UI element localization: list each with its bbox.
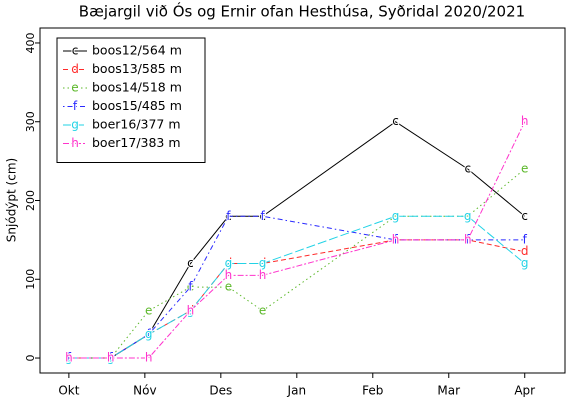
x-tick-label: Nóv <box>133 384 156 398</box>
point-marker: h <box>145 351 153 365</box>
legend-marker: d <box>71 62 79 76</box>
legend-label: boos14/518 m <box>92 80 182 95</box>
point-marker: c <box>187 256 194 270</box>
point-marker: d <box>392 232 400 246</box>
point-marker: e <box>521 161 528 175</box>
point-marker: c <box>259 209 266 223</box>
point-marker: h <box>225 268 233 282</box>
point-marker: g <box>392 209 400 223</box>
x-tick-label: Mar <box>437 384 460 398</box>
legend-label: boos13/585 m <box>92 61 182 76</box>
point-marker: h <box>107 351 115 365</box>
point-marker: g <box>259 256 267 270</box>
point-marker: c <box>392 114 399 128</box>
y-tick-label: 100 <box>24 269 37 290</box>
series-line <box>68 121 526 359</box>
y-tick-label: 0 <box>24 355 37 362</box>
point-marker: c <box>464 161 471 175</box>
point-marker: d <box>521 244 529 258</box>
point-marker: f <box>226 209 231 223</box>
legend-label: boos15/485 m <box>92 98 182 113</box>
point-marker: h <box>259 268 267 282</box>
legend-marker: f <box>73 99 78 113</box>
point-marker: e <box>145 303 152 317</box>
legend-marker: c <box>72 44 79 58</box>
legend-label: boer16/377 m <box>92 117 181 132</box>
series-line <box>68 168 526 359</box>
point-marker: e <box>392 209 399 223</box>
point-marker: c <box>521 209 528 223</box>
point-marker: f <box>188 280 193 294</box>
chart-title: Bæjargil við Ós og Ernir ofan Hesthúsa, … <box>79 2 525 21</box>
point-marker: g <box>521 256 529 270</box>
series-line <box>68 215 526 359</box>
point-marker: f <box>260 209 265 223</box>
legend-label: boer17/383 m <box>92 135 181 150</box>
y-tick-label: 400 <box>24 32 37 53</box>
legend-box <box>56 37 206 163</box>
point-marker: h <box>187 303 195 317</box>
point-marker: g <box>464 209 472 223</box>
point-marker: f <box>466 232 471 246</box>
point-marker: h <box>464 232 472 246</box>
series-line <box>68 239 525 359</box>
point-marker: e <box>259 303 266 317</box>
legend-marker: e <box>71 81 78 95</box>
point-marker: g <box>225 256 233 270</box>
legend-label: boos12/564 m <box>92 43 182 58</box>
series-line <box>68 215 525 359</box>
point-marker: f <box>393 232 398 246</box>
legend-marker: g <box>71 118 79 132</box>
x-tick-label: Des <box>209 384 232 398</box>
y-axis-label: Snjódýpt (cm) <box>5 158 19 242</box>
x-tick-label: Apr <box>514 384 535 398</box>
legend-marker: h <box>71 136 79 150</box>
x-tick-label: Okt <box>58 384 79 398</box>
point-marker: f <box>523 232 528 246</box>
point-marker: g <box>187 303 195 317</box>
y-tick-label: 300 <box>24 111 37 132</box>
point-marker: h <box>392 232 400 246</box>
y-tick-label: 200 <box>24 190 37 211</box>
x-tick-label: Jan <box>287 384 307 398</box>
point-marker: e <box>225 280 232 294</box>
point-marker: e <box>464 209 471 223</box>
x-tick-label: Feb <box>362 384 383 398</box>
point-marker: h <box>65 351 73 365</box>
point-marker: h <box>521 114 529 128</box>
point-marker: g <box>145 327 153 341</box>
